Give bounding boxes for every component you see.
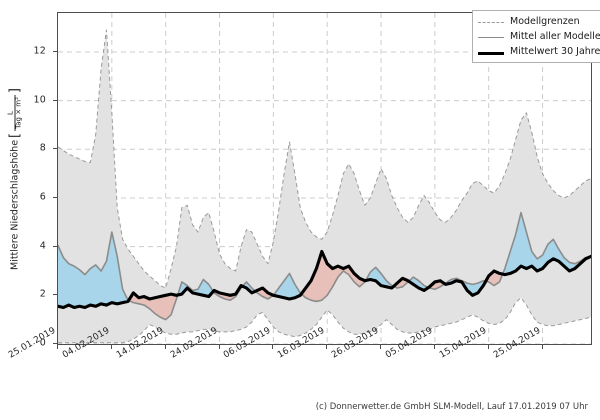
plot-area [57, 12, 592, 345]
y-axis-bracket-open: [ [7, 132, 23, 138]
x-tick-mark-2 [164, 345, 166, 349]
y-tick-label-3: 6 [39, 191, 46, 203]
solid-gray-line-icon [478, 31, 504, 42]
y-tick-mark-5 [53, 99, 57, 101]
y-axis-bracket-close: ] [7, 87, 23, 93]
legend-label-2: Mittelwert 30 Jahre [510, 46, 600, 57]
copyright-caption: (c) Donnerwetter.de GmbH SLM-Modell, Lau… [315, 402, 588, 412]
x-tick-mark-3 [218, 345, 220, 349]
legend-label-1: Mittel aller Modelle [510, 31, 600, 42]
y-tick-mark-3 [53, 196, 57, 198]
x-tick-mark-0 [57, 345, 58, 349]
y-tick-label-0: 0 [39, 337, 46, 349]
chart-legend: Modellgrenzen Mittel aller Modelle Mitte… [472, 10, 600, 63]
x-tick-mark-4 [272, 345, 274, 349]
x-tick-mark-5 [326, 345, 328, 349]
chart-canvas [58, 13, 591, 344]
x-tick-mark-9 [541, 345, 543, 349]
plot-clip [58, 13, 591, 344]
y-tick-label-1: 2 [39, 288, 46, 300]
legend-item-modellgrenzen: Modellgrenzen [478, 15, 600, 28]
dashed-line-icon [478, 16, 504, 27]
x-tick-mark-6 [380, 345, 382, 349]
y-tick-label-5: 10 [33, 94, 46, 106]
x-tick-mark-1 [110, 345, 112, 349]
y-tick-mark-6 [53, 50, 57, 52]
x-tick-mark-8 [487, 345, 489, 349]
x-tick-mark-7 [433, 345, 435, 349]
y-tick-mark-1 [53, 294, 57, 296]
y-tick-label-4: 8 [39, 142, 46, 154]
legend-label-0: Modellgrenzen [510, 16, 580, 27]
y-tick-mark-4 [53, 148, 57, 150]
y-tick-label-6: 12 [33, 45, 46, 57]
y-tick-label-2: 4 [39, 240, 46, 252]
y-axis-unit-numerator: L [6, 110, 15, 115]
y-tick-mark-2 [53, 245, 57, 247]
y-tick-mark-0 [53, 343, 57, 344]
legend-item-mittelwert-30-jahre: Mittelwert 30 Jahre [478, 45, 600, 58]
thick-black-line-icon [478, 46, 504, 57]
legend-item-mittel-aller-modelle: Mittel aller Modelle [478, 30, 600, 43]
